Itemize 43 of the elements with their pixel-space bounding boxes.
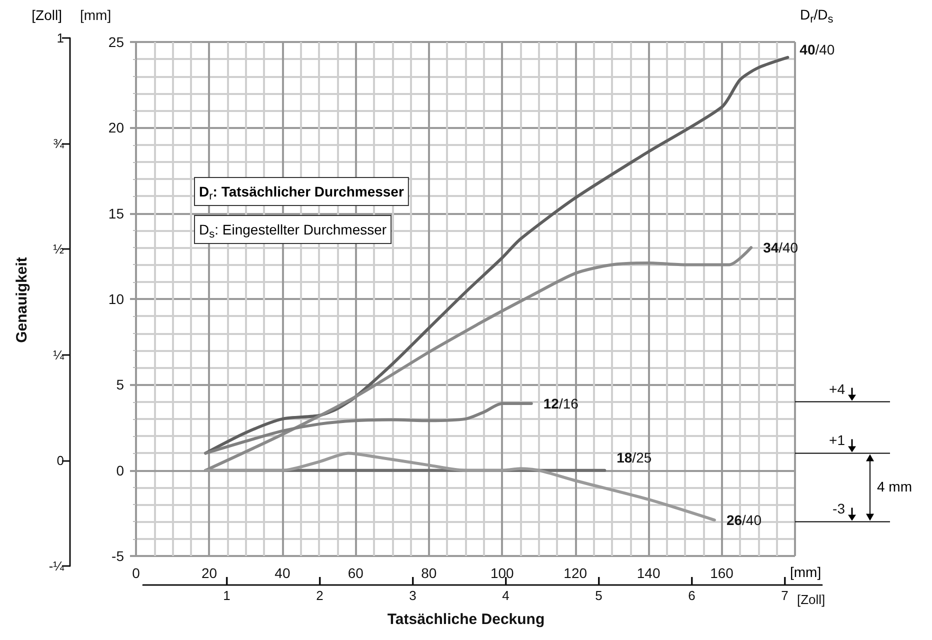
y-tick-label: 5 <box>116 376 124 393</box>
x2-tick-label: 2 <box>316 588 324 603</box>
x-tick-label: 0 <box>132 565 140 581</box>
y-tick-label: 15 <box>108 205 124 222</box>
y-tick-label: 10 <box>108 291 124 307</box>
x2-tick-label: 1 <box>223 588 230 603</box>
x2-axis-title: [Zoll] <box>797 592 826 607</box>
series-label: 34/40 <box>763 240 798 256</box>
x2-tick-label: 4 <box>502 588 510 603</box>
x-tick-label: 140 <box>636 565 660 581</box>
series-label: 12/16 <box>543 396 579 412</box>
y2-axis-title: Genauigkeit <box>14 257 30 343</box>
y-tick-label: 25 <box>108 34 124 50</box>
text: 4 mm <box>877 478 912 494</box>
x2-tick-label: 7 <box>781 588 788 603</box>
y-tick-label: -5 <box>112 548 124 564</box>
y-axis-title: [mm] <box>80 7 112 23</box>
text: [mm] <box>790 564 822 580</box>
x2-tick-label: 3 <box>409 588 416 603</box>
y2-tick-label: 0 <box>56 452 64 468</box>
x-axis-title: Tatsächliche Deckung <box>387 611 545 628</box>
x-tick-label: 20 <box>201 565 218 581</box>
y-tick-label: 0 <box>116 462 124 478</box>
ref-line-label: +4 <box>829 380 846 397</box>
x-tick-label: 120 <box>564 565 588 581</box>
text: [Zoll] <box>32 7 62 23</box>
ref-line-label: -3 <box>832 500 846 517</box>
ref-line-label: +1 <box>829 432 846 448</box>
y2-tick-label: -¼ <box>48 558 64 574</box>
x-tick-label: 80 <box>421 565 437 581</box>
y2-tick-label: ¼ <box>53 347 64 362</box>
y-tick-label: 20 <box>108 120 124 136</box>
series-label: 18/25 <box>616 449 652 466</box>
x2-tick-label: 5 <box>595 588 602 603</box>
series-label: 26/40 <box>726 512 762 528</box>
x-tick-label: 160 <box>710 565 734 581</box>
x-tick-label: 100 <box>490 565 514 581</box>
x2-tick-label: 6 <box>688 588 696 603</box>
x-tick-label: 60 <box>348 565 364 581</box>
series-label: 40/40 <box>800 41 835 58</box>
line-series <box>204 246 753 472</box>
x-tick-label: 40 <box>274 565 290 581</box>
y2-tick-label: 1 <box>56 30 64 46</box>
